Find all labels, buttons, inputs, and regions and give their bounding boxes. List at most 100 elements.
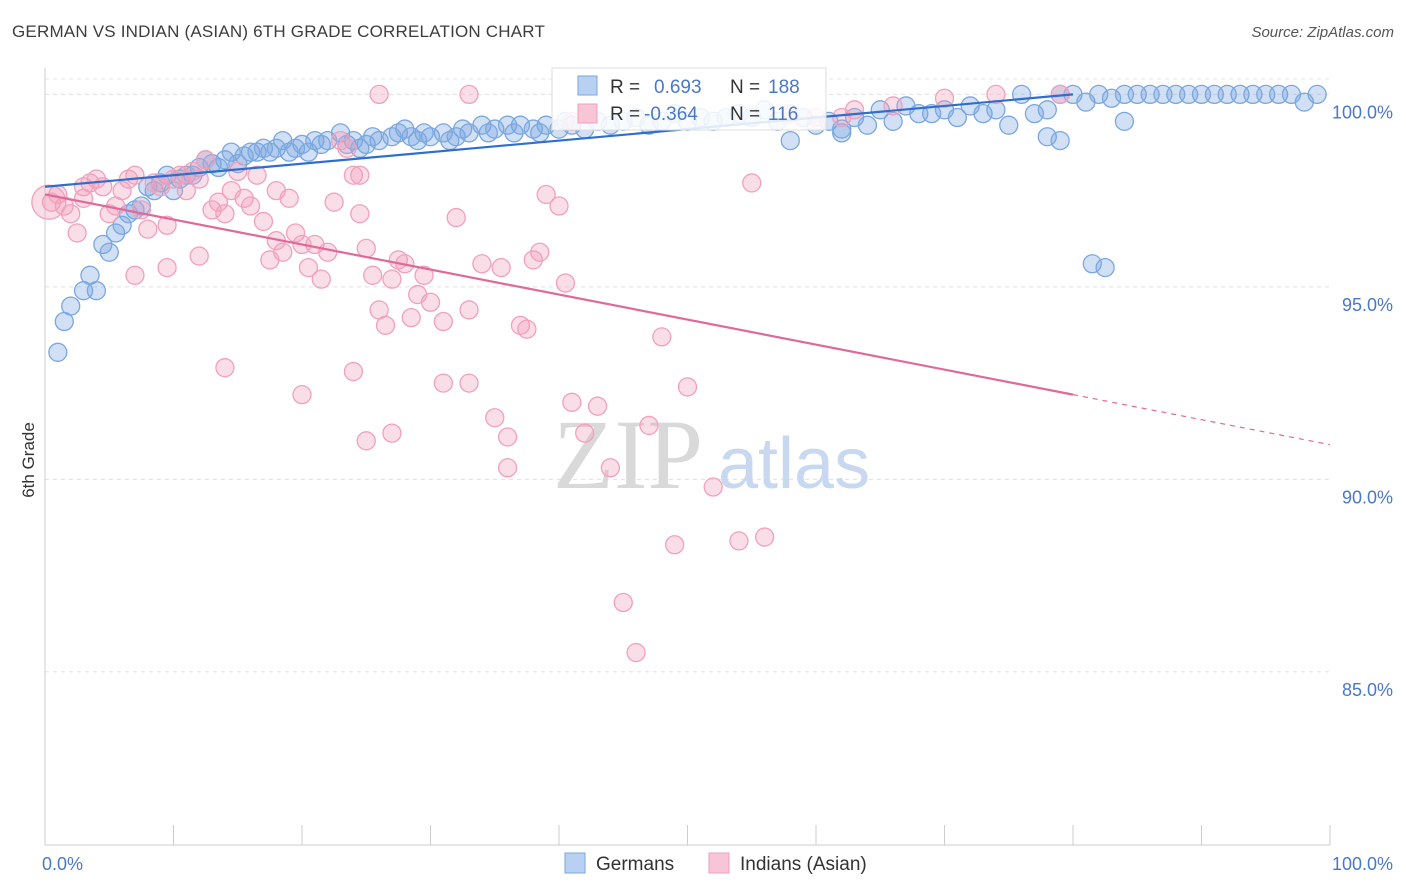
point-germans-130	[1307, 84, 1327, 105]
point-indians-82	[665, 535, 685, 555]
stats-swatch-germans	[577, 75, 598, 96]
point-indians-92	[883, 96, 903, 116]
point-indians-100	[356, 431, 376, 451]
point-indians-66	[497, 427, 518, 447]
point-indians-27	[215, 204, 235, 224]
legend-label-germans: Germans	[596, 854, 674, 875]
legend-label-indians: Indians (Asian)	[740, 854, 867, 875]
watermark: ZIP atlas	[553, 399, 870, 510]
watermark-atlas: atlas	[718, 424, 870, 504]
point-indians-9	[99, 204, 119, 224]
point-indians-42	[311, 269, 331, 289]
point-indians-36	[273, 242, 293, 262]
point-indians-74	[562, 392, 582, 412]
point-indians-29	[228, 161, 248, 182]
point-indians-50	[363, 265, 383, 285]
stats-r-value-indians: -0.364	[644, 104, 698, 125]
point-indians-110	[459, 84, 479, 105]
legend: Germans Indians (Asian)	[564, 852, 867, 875]
trend-line-indians	[44, 193, 1074, 396]
point-indians-64	[485, 408, 505, 428]
point-indians-81	[652, 327, 672, 347]
stats-n-value-germans: 188	[768, 77, 800, 98]
point-indians-46	[337, 138, 357, 158]
point-indians-76	[587, 396, 608, 416]
point-indians-70	[530, 242, 550, 262]
point-germans-5	[86, 281, 107, 301]
point-indians-91	[844, 100, 865, 120]
y-axis-label: 6th Grade	[19, 422, 38, 498]
point-indians-85	[729, 531, 749, 551]
point-germans-97	[883, 111, 903, 131]
y-tick-label-2: 90.0%	[1342, 487, 1393, 507]
point-indians-22	[183, 161, 203, 182]
point-germans-107	[1011, 84, 1032, 105]
stats-swatch-indians	[577, 103, 598, 124]
point-indians-52	[375, 315, 396, 336]
point-indians-2	[54, 196, 74, 216]
tick-labels: 100.0% 95.0% 90.0% 85.0% 0.0% 100.0%	[42, 102, 1393, 874]
point-indians-49	[356, 238, 376, 259]
point-indians-61	[446, 207, 466, 228]
point-indians-93	[934, 88, 955, 108]
point-germans-135	[1114, 111, 1135, 131]
point-indians-44	[324, 192, 344, 212]
point-germans-65	[504, 123, 524, 143]
point-germans-132	[1050, 130, 1070, 151]
point-germans-137	[832, 123, 852, 143]
trend-extension-indians	[1072, 394, 1331, 446]
point-germans-51	[395, 119, 415, 139]
point-germans-95	[857, 115, 878, 135]
point-indians-96	[73, 188, 94, 208]
point-indians-86	[742, 173, 762, 193]
x-tick-label-1: 100.0%	[1332, 854, 1393, 874]
stats-r-value-germans: 0.693	[654, 77, 702, 98]
point-indians-43	[318, 242, 338, 262]
point-indians-62	[459, 300, 479, 320]
point-indians-107	[157, 257, 177, 278]
stats-legend: R = 0.693 N = 188 R = -0.364 N = 116	[551, 67, 827, 131]
source-label: Source: ZipAtlas.com	[1251, 24, 1394, 41]
legend-swatch-germans	[564, 852, 586, 874]
axes	[44, 68, 1331, 846]
y-tick-label-3: 85.0%	[1342, 680, 1393, 700]
point-indians-103	[459, 373, 479, 393]
point-indians-14	[131, 200, 152, 220]
point-indians-75	[575, 423, 595, 443]
point-indians-24	[195, 150, 216, 170]
point-germans-109	[1037, 100, 1057, 120]
stats-r-label-germans: R =	[610, 77, 640, 98]
point-indians-87	[754, 527, 775, 547]
stats-n-value-indians: 116	[768, 104, 798, 125]
chart-title: GERMAN VS INDIAN (ASIAN) 6TH GRADE CORRE…	[12, 22, 546, 41]
point-indians-73	[555, 273, 576, 293]
point-germans-106	[999, 115, 1019, 135]
point-indians-68	[517, 319, 537, 339]
stats-n-label-indians: N =	[730, 104, 760, 125]
point-germans-7	[99, 242, 119, 262]
point-indians-26	[208, 192, 229, 212]
points-indians	[31, 84, 1070, 663]
point-indians-33	[253, 211, 274, 232]
watermark-zip: ZIP	[553, 399, 703, 510]
stats-r-label-indians: R =	[610, 104, 640, 125]
point-indians-31	[240, 196, 261, 216]
point-indians-79	[626, 642, 646, 663]
point-indians-71	[536, 184, 556, 205]
point-indians-106	[189, 246, 209, 266]
point-indians-18	[157, 215, 177, 235]
trend-line-germans	[44, 93, 1074, 188]
point-indians-69	[523, 250, 543, 270]
point-indians-47	[343, 165, 364, 185]
point-indians-65	[491, 257, 511, 278]
point-germans-2	[61, 296, 81, 316]
y-tick-label-1: 95.0%	[1342, 295, 1393, 315]
point-indians-53	[382, 269, 402, 289]
point-indians-77	[600, 458, 621, 478]
point-indians-cluster	[31, 184, 67, 220]
point-indians-97	[215, 358, 235, 378]
point-germans-136	[780, 130, 800, 151]
point-indians-101	[382, 423, 402, 443]
point-indians-60	[433, 311, 454, 332]
